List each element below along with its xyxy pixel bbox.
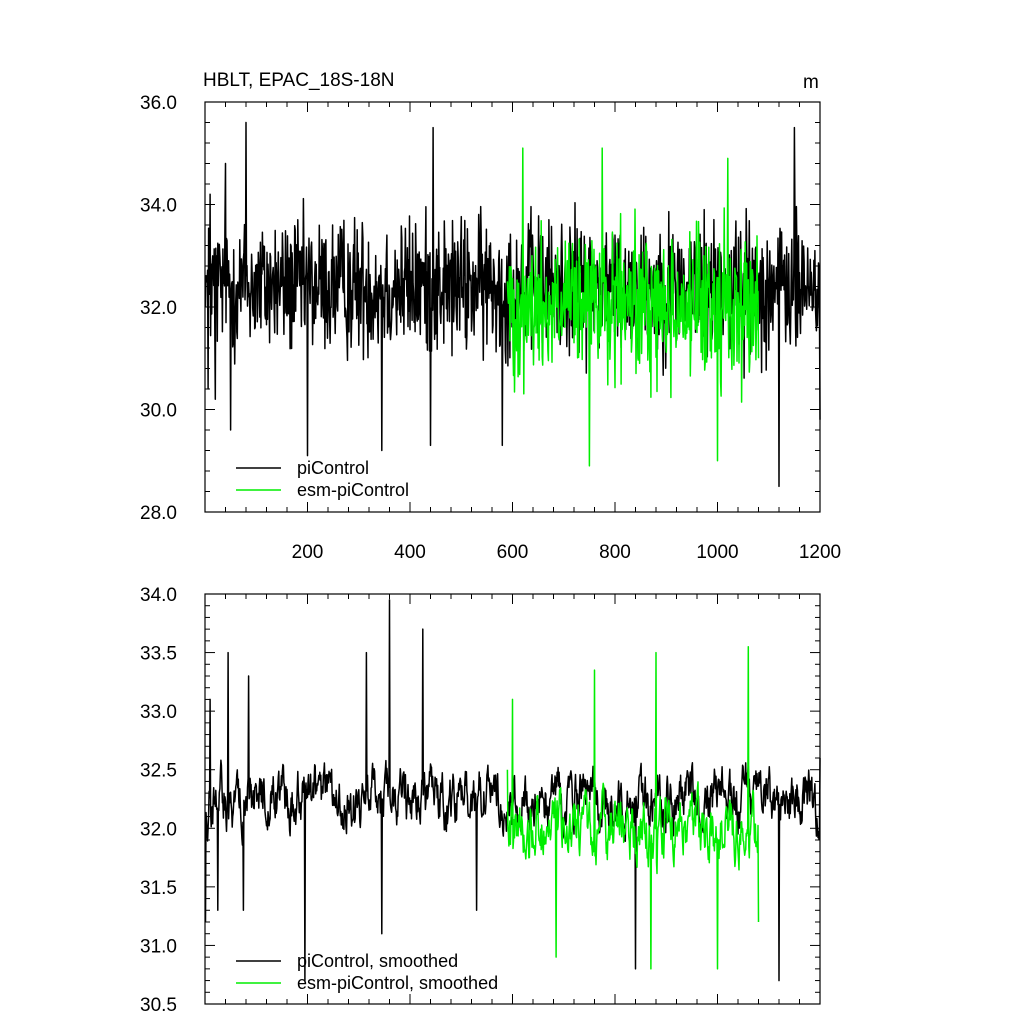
bottom-panel: 30.5 31.0 31.5 32.0 32.5 33.0 33.5 34.0 piContro… [140, 585, 821, 1016]
y-tick-label: 33.0 [140, 702, 177, 723]
series-line-esm-picontrol [506, 147, 760, 467]
y-tick-label: 33.5 [140, 644, 177, 665]
y-tick-label: 32.5 [140, 761, 177, 782]
y-tick-label: 31.0 [140, 936, 177, 957]
y-tick-label: 34.0 [140, 585, 177, 606]
units-label: m [803, 72, 819, 93]
series-group [204, 599, 821, 982]
x-tick-label: 1000 [696, 542, 738, 563]
y-tick-label: 30.0 [140, 401, 177, 422]
x-tick-label: 1200 [799, 542, 841, 563]
y-tick-label: 34.0 [140, 196, 177, 217]
y-tick-label: 36.0 [140, 93, 177, 114]
x-axis: 200 400 600 800 1000 1200 [225, 102, 841, 563]
x-tick-label: 200 [292, 542, 324, 563]
x-tick-label: 400 [394, 542, 426, 563]
series-line-esm-picontrol [506, 645, 760, 970]
legend-label: esm-piControl, smoothed [297, 973, 498, 993]
x-axis [225, 594, 821, 1004]
y-axis: 30.5 31.0 31.5 32.0 32.5 33.0 33.5 34.0 [140, 585, 820, 1016]
y-tick-label: 32.0 [140, 819, 177, 840]
y-tick-label: 31.5 [140, 878, 177, 899]
legend-label: piControl [297, 458, 369, 478]
legend-label: piControl, smoothed [297, 951, 458, 971]
y-tick-label: 30.5 [140, 995, 177, 1016]
y-axis: 28.0 30.0 32.0 34.0 36.0 [140, 93, 820, 524]
legend-label: esm-piControl [297, 480, 409, 500]
y-tick-label: 32.0 [140, 298, 177, 319]
series-group [204, 121, 821, 488]
x-tick-label: 600 [497, 542, 529, 563]
x-tick-label: 800 [599, 542, 631, 563]
top-panel: 200 400 600 800 1000 1200 28.0 30.0 32.0 34.0 36.0… [140, 93, 841, 563]
y-tick-label: 28.0 [140, 503, 177, 524]
chart-title: HBLT, EPAC_18S-18N [203, 70, 395, 91]
